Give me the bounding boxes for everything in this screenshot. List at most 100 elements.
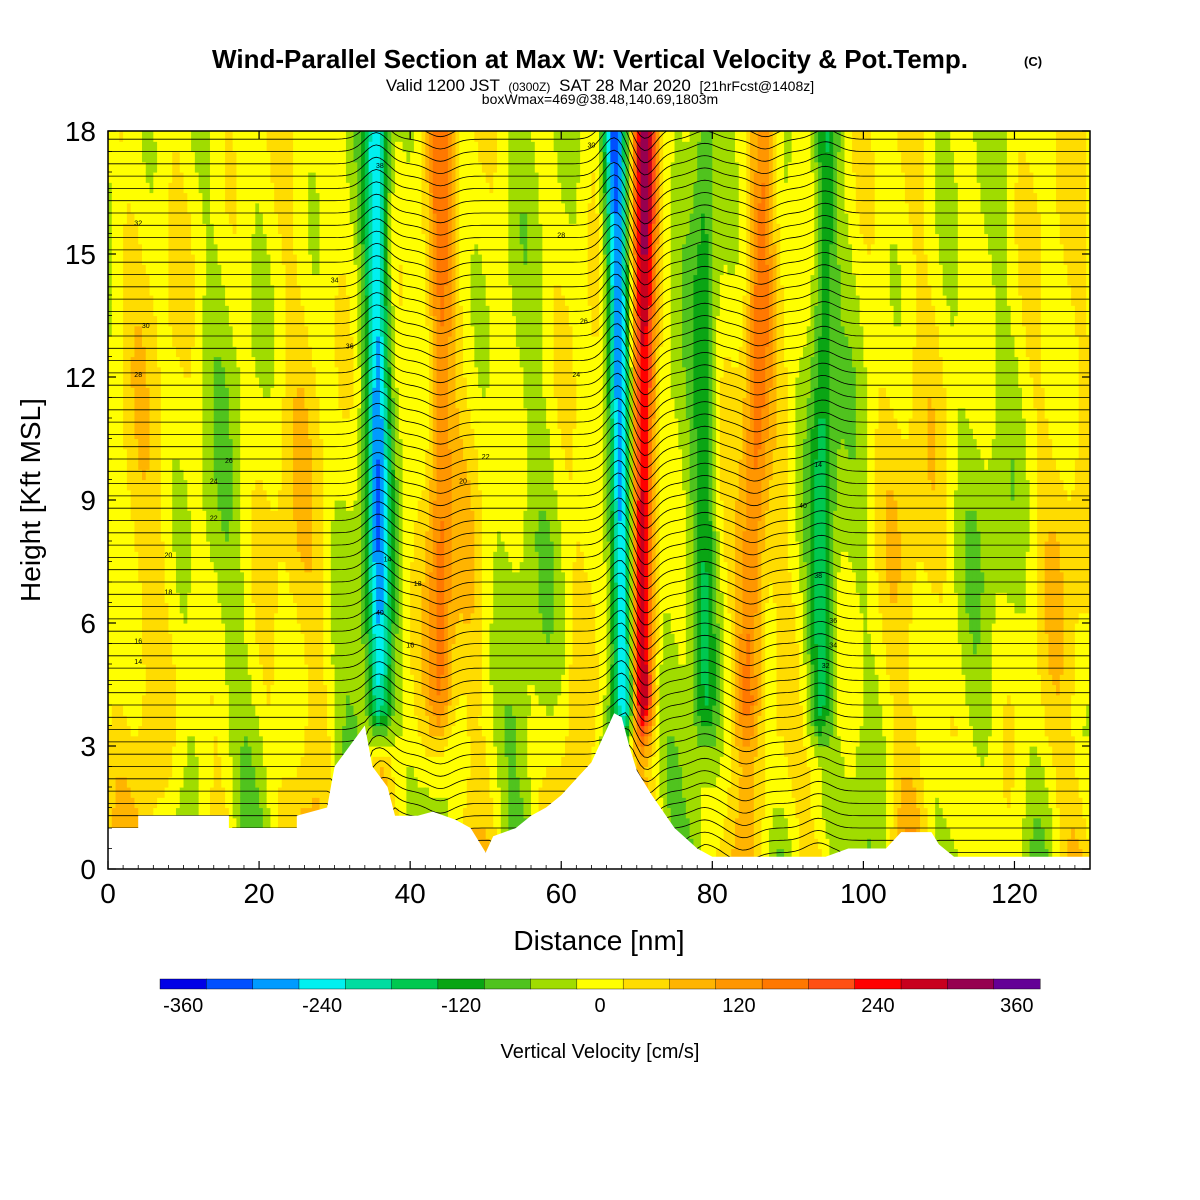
field-cell bbox=[304, 551, 308, 562]
field-cell bbox=[293, 613, 297, 624]
field-cell bbox=[293, 808, 297, 819]
field-cell bbox=[308, 623, 312, 634]
field-cell bbox=[150, 521, 154, 532]
field-cell bbox=[138, 531, 142, 542]
field-cell bbox=[274, 490, 278, 501]
field-cell bbox=[267, 346, 271, 357]
field-cell bbox=[218, 305, 222, 316]
field-cell bbox=[316, 541, 320, 552]
field-cell bbox=[304, 162, 308, 173]
field-cell bbox=[323, 736, 327, 747]
field-cell bbox=[301, 705, 305, 716]
field-cell bbox=[263, 428, 267, 439]
field-cell bbox=[331, 264, 335, 275]
field-cell bbox=[259, 439, 263, 450]
field-cell bbox=[123, 234, 127, 245]
field-cell bbox=[255, 182, 259, 193]
field-cell bbox=[150, 357, 154, 368]
field-cell bbox=[312, 408, 316, 419]
field-cell bbox=[195, 305, 199, 316]
field-cell bbox=[191, 510, 195, 521]
field-cell bbox=[180, 162, 184, 173]
field-cell bbox=[323, 777, 327, 788]
field-cell bbox=[267, 418, 271, 429]
field-cell bbox=[293, 377, 297, 388]
field-cell bbox=[236, 244, 240, 255]
field-cell bbox=[221, 357, 225, 368]
field-cell bbox=[214, 654, 218, 665]
field-cell bbox=[342, 387, 346, 398]
field-cell bbox=[323, 685, 327, 696]
field-cell bbox=[168, 264, 172, 275]
field-cell bbox=[331, 285, 335, 296]
field-cell bbox=[244, 234, 248, 245]
field-cell bbox=[289, 305, 293, 316]
field-cell bbox=[286, 480, 290, 491]
field-cell bbox=[142, 193, 146, 204]
field-cell bbox=[184, 767, 188, 778]
field-cell bbox=[123, 316, 127, 327]
field-cell bbox=[127, 808, 131, 819]
field-cell bbox=[221, 644, 225, 655]
field-cell bbox=[350, 654, 354, 665]
field-cell bbox=[233, 305, 237, 316]
field-cell bbox=[134, 480, 138, 491]
field-cell bbox=[308, 746, 312, 757]
field-cell bbox=[282, 387, 286, 398]
field-cell bbox=[157, 531, 161, 542]
field-cell bbox=[282, 131, 286, 142]
field-cell bbox=[240, 674, 244, 685]
field-cell bbox=[255, 439, 259, 450]
field-cell bbox=[252, 674, 256, 685]
field-cell bbox=[236, 541, 240, 552]
field-cell bbox=[331, 746, 335, 757]
field-cell bbox=[316, 223, 320, 234]
field-cell bbox=[146, 797, 150, 808]
field-cell bbox=[187, 756, 191, 767]
field-cell bbox=[240, 326, 244, 337]
field-cell bbox=[361, 664, 365, 675]
field-cell bbox=[236, 797, 240, 808]
field-cell bbox=[297, 367, 301, 378]
field-cell bbox=[308, 398, 312, 409]
field-cell bbox=[267, 572, 271, 583]
field-cell bbox=[161, 449, 165, 460]
field-cell bbox=[297, 264, 301, 275]
field-cell bbox=[119, 131, 123, 142]
field-cell bbox=[165, 695, 169, 706]
field-cell bbox=[323, 767, 327, 778]
field-cell bbox=[112, 326, 116, 337]
field-cell bbox=[331, 531, 335, 542]
field-cell bbox=[119, 603, 123, 614]
field-cell bbox=[320, 674, 324, 685]
field-cell bbox=[282, 377, 286, 388]
field-cell bbox=[153, 633, 157, 644]
field-cell bbox=[282, 572, 286, 583]
field-cell bbox=[267, 582, 271, 593]
field-cell bbox=[214, 398, 218, 409]
field-cell bbox=[278, 295, 282, 306]
field-cell bbox=[172, 787, 176, 798]
field-cell bbox=[138, 736, 142, 747]
field-cell bbox=[153, 787, 157, 798]
field-cell bbox=[293, 674, 297, 685]
field-cell bbox=[229, 387, 233, 398]
field-cell bbox=[335, 326, 339, 337]
field-cell bbox=[297, 275, 301, 286]
field-cell bbox=[112, 695, 116, 706]
field-cell bbox=[229, 469, 233, 480]
field-cell bbox=[180, 572, 184, 583]
field-cell bbox=[263, 756, 267, 767]
field-cell bbox=[119, 234, 123, 245]
field-cell bbox=[161, 182, 165, 193]
field-cell bbox=[308, 685, 312, 696]
field-cell bbox=[187, 387, 191, 398]
field-cell bbox=[270, 777, 274, 788]
field-cell bbox=[142, 623, 146, 634]
field-cell bbox=[308, 264, 312, 275]
field-cell bbox=[142, 377, 146, 388]
field-cell bbox=[127, 234, 131, 245]
field-cell bbox=[308, 326, 312, 337]
field-cell bbox=[331, 131, 335, 142]
field-cell bbox=[316, 572, 320, 583]
